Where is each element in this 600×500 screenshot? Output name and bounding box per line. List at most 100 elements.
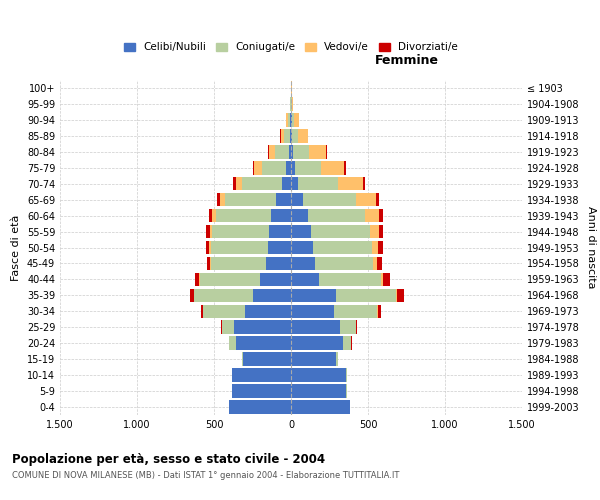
Bar: [291, 240, 313, 254]
Bar: [243, 352, 291, 366]
Bar: [340, 320, 356, 334]
Bar: [326, 145, 327, 158]
Bar: [268, 240, 291, 254]
Bar: [199, 272, 200, 286]
Bar: [295, 161, 321, 174]
Bar: [269, 145, 275, 158]
Bar: [269, 225, 291, 238]
Bar: [346, 368, 347, 382]
Bar: [286, 161, 291, 174]
Bar: [377, 304, 378, 318]
Bar: [290, 113, 291, 126]
Bar: [190, 288, 194, 302]
Bar: [233, 177, 236, 190]
Bar: [211, 256, 266, 270]
Bar: [281, 129, 284, 142]
Bar: [206, 225, 210, 238]
Bar: [232, 384, 291, 398]
Bar: [338, 177, 362, 190]
Bar: [203, 304, 245, 318]
Bar: [379, 225, 383, 238]
Bar: [209, 209, 212, 222]
Bar: [378, 304, 381, 318]
Bar: [284, 129, 290, 142]
Bar: [225, 193, 275, 206]
Bar: [373, 256, 377, 270]
Bar: [291, 368, 346, 382]
Bar: [321, 161, 344, 174]
Bar: [308, 209, 365, 222]
Bar: [370, 225, 379, 238]
Bar: [372, 240, 378, 254]
Bar: [343, 336, 351, 350]
Bar: [275, 145, 289, 158]
Bar: [210, 225, 212, 238]
Bar: [291, 288, 335, 302]
Bar: [291, 336, 343, 350]
Bar: [292, 113, 294, 126]
Bar: [311, 225, 370, 238]
Bar: [262, 161, 286, 174]
Bar: [298, 129, 308, 142]
Bar: [351, 336, 352, 350]
Bar: [290, 129, 291, 142]
Bar: [266, 256, 291, 270]
Legend: Celibi/Nubili, Coniugati/e, Vedovi/e, Divorziati/e: Celibi/Nubili, Coniugati/e, Vedovi/e, Di…: [120, 38, 462, 56]
Bar: [383, 272, 389, 286]
Bar: [379, 209, 383, 222]
Bar: [253, 161, 254, 174]
Bar: [291, 193, 304, 206]
Bar: [242, 177, 282, 190]
Text: Femmine: Femmine: [374, 54, 439, 66]
Bar: [194, 288, 253, 302]
Bar: [286, 113, 288, 126]
Bar: [344, 161, 346, 174]
Bar: [298, 177, 338, 190]
Bar: [291, 225, 311, 238]
Bar: [195, 272, 199, 286]
Bar: [222, 320, 234, 334]
Bar: [397, 288, 404, 302]
Bar: [356, 193, 376, 206]
Bar: [291, 177, 298, 190]
Bar: [381, 272, 383, 286]
Bar: [229, 336, 236, 350]
Bar: [362, 177, 365, 190]
Bar: [291, 320, 340, 334]
Bar: [292, 129, 298, 142]
Bar: [232, 368, 291, 382]
Bar: [236, 336, 291, 350]
Bar: [206, 240, 209, 254]
Bar: [206, 256, 209, 270]
Bar: [315, 256, 373, 270]
Bar: [217, 193, 220, 206]
Bar: [291, 400, 350, 414]
Bar: [291, 352, 335, 366]
Bar: [209, 256, 211, 270]
Bar: [319, 272, 381, 286]
Bar: [212, 225, 269, 238]
Bar: [245, 304, 291, 318]
Bar: [260, 272, 291, 286]
Bar: [291, 209, 308, 222]
Bar: [229, 400, 291, 414]
Bar: [215, 209, 271, 222]
Bar: [254, 161, 262, 174]
Bar: [220, 193, 225, 206]
Bar: [268, 145, 269, 158]
Bar: [234, 320, 291, 334]
Bar: [291, 129, 292, 142]
Bar: [236, 177, 242, 190]
Bar: [212, 209, 215, 222]
Bar: [291, 272, 319, 286]
Bar: [291, 256, 315, 270]
Bar: [396, 288, 397, 302]
Bar: [200, 272, 260, 286]
Bar: [365, 209, 379, 222]
Bar: [282, 177, 291, 190]
Bar: [253, 288, 291, 302]
Y-axis label: Anni di nascita: Anni di nascita: [586, 206, 596, 289]
Bar: [291, 304, 334, 318]
Y-axis label: Fasce di età: Fasce di età: [11, 214, 21, 280]
Text: COMUNE DI NOVA MILANESE (MB) - Dati ISTAT 1° gennaio 2004 - Elaborazione TUTTITA: COMUNE DI NOVA MILANESE (MB) - Dati ISTA…: [12, 471, 400, 480]
